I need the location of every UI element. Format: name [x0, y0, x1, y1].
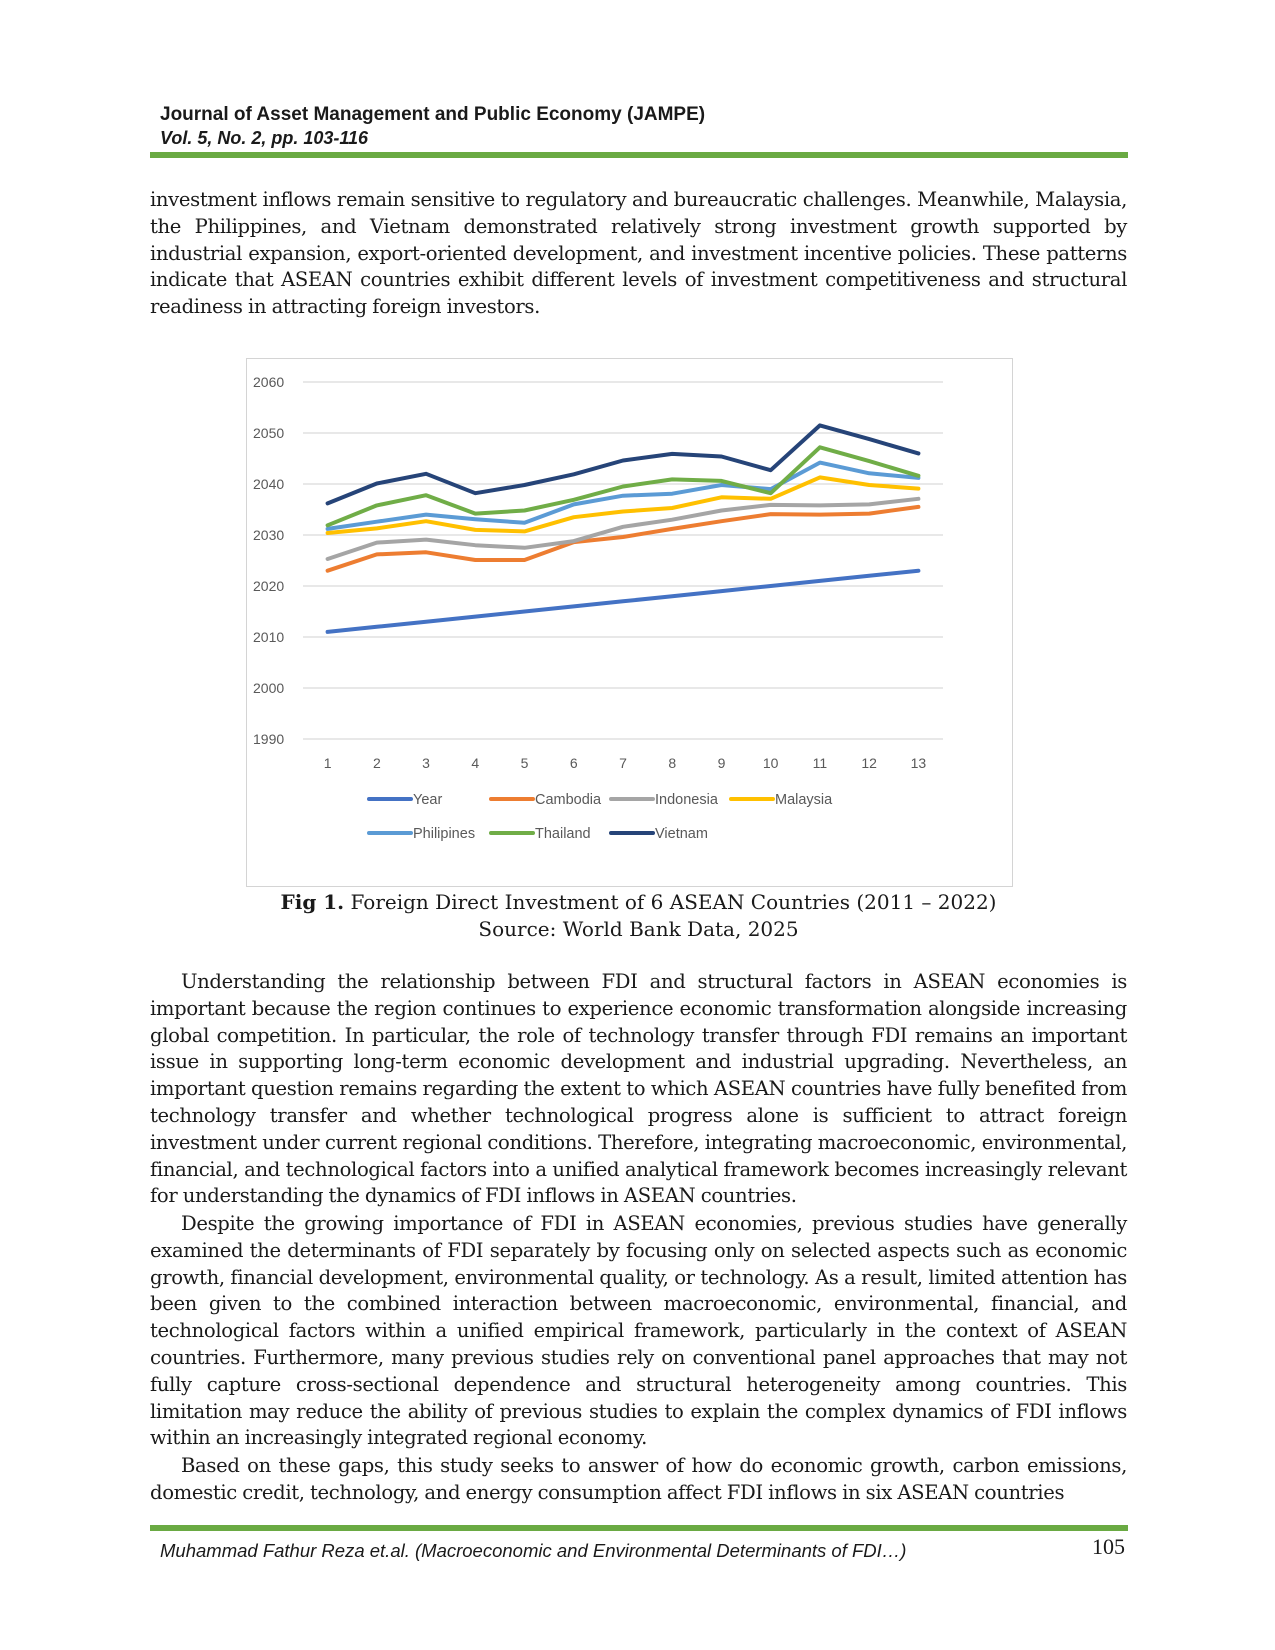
y-tick-label: 2030	[253, 527, 284, 543]
y-tick-label: 2040	[253, 476, 284, 492]
legend-label: Malaysia	[775, 792, 833, 808]
legend-label: Year	[413, 792, 442, 808]
page-number: 105	[1092, 1534, 1125, 1559]
running-header: Journal of Asset Management and Public E…	[160, 103, 1125, 149]
x-tick-label: 7	[619, 755, 627, 771]
x-tick-label: 11	[813, 755, 828, 771]
series-line-year	[325, 568, 921, 634]
footer-rule	[150, 1525, 1128, 1531]
x-tick-label: 2	[373, 755, 381, 771]
body-paragraph-1: investment inflows remain sensitive to r…	[150, 188, 1127, 319]
series-line-cambodia	[325, 504, 921, 573]
x-tick-label: 9	[718, 755, 726, 771]
x-tick-label: 13	[911, 755, 927, 771]
footer-author-line: Muhammad Fathur Reza et.al. (Macroeconom…	[160, 1540, 907, 1561]
x-tick-label: 3	[422, 755, 430, 771]
y-tick-label: 2050	[253, 425, 284, 441]
x-tick-label: 8	[668, 755, 676, 771]
x-tick-label: 12	[861, 755, 877, 771]
y-tick-label: 2060	[253, 374, 284, 390]
header-rule	[150, 152, 1128, 158]
series-line-thailand	[325, 445, 921, 528]
legend-label: Vietnam	[655, 826, 708, 842]
series-line-malaysia	[325, 475, 921, 535]
y-tick-label: 2000	[253, 680, 284, 696]
body-paragraph-3: Despite the growing importance of FDI in…	[150, 1212, 1127, 1450]
y-tick-label: 1990	[253, 731, 284, 747]
journal-volume: Vol. 5, No. 2, pp. 103-116	[160, 128, 369, 148]
body-paragraph-4: Based on these gaps, this study seeks to…	[150, 1454, 1127, 1504]
figure-caption: Fig 1. Foreign Direct Investment of 6 AS…	[150, 889, 1127, 916]
figure-caption-text: Foreign Direct Investment of 6 ASEAN Cou…	[344, 890, 997, 914]
y-tick-label: 2010	[253, 629, 284, 645]
legend-label: Thailand	[535, 826, 591, 842]
x-tick-label: 4	[471, 755, 479, 771]
x-tick-label: 6	[570, 755, 578, 771]
x-tick-label: 1	[324, 755, 332, 771]
series-line-indonesia	[325, 496, 921, 561]
series-line-vietnam	[325, 423, 921, 506]
series-line-philipines	[325, 460, 921, 531]
running-footer: Muhammad Fathur Reza et.al. (Macroeconom…	[160, 1534, 1125, 1564]
x-tick-label: 5	[521, 755, 529, 771]
body-paragraph-2: Understanding the relationship between F…	[150, 970, 1127, 1208]
figure-label: Fig 1.	[280, 890, 345, 914]
figure-source: Source: World Bank Data, 2025	[478, 917, 799, 941]
legend-label: Cambodia	[535, 792, 602, 808]
legend-label: Indonesia	[655, 792, 719, 808]
legend-label: Philipines	[413, 826, 475, 842]
journal-title: Journal of Asset Management and Public E…	[160, 104, 706, 125]
x-tick-label: 10	[763, 755, 779, 771]
y-tick-label: 2020	[253, 578, 284, 594]
